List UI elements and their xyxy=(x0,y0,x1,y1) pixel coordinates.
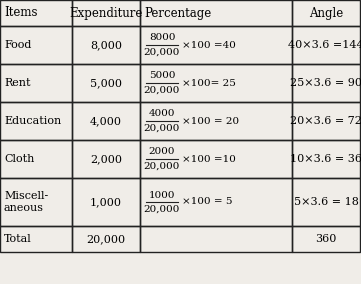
Text: 20,000: 20,000 xyxy=(144,47,180,57)
Bar xyxy=(0,0,72,26)
Text: 20,000: 20,000 xyxy=(144,162,180,170)
Text: ×100 = 5: ×100 = 5 xyxy=(182,197,232,206)
Text: 20,000: 20,000 xyxy=(144,204,180,214)
Bar xyxy=(72,0,140,26)
Text: 1,000: 1,000 xyxy=(90,197,122,207)
Text: 25×3.6 = 90: 25×3.6 = 90 xyxy=(290,78,361,88)
Text: Angle: Angle xyxy=(309,7,343,20)
Text: Expenditure: Expenditure xyxy=(69,7,143,20)
Bar xyxy=(0,178,72,226)
Bar xyxy=(0,102,72,140)
Bar xyxy=(72,26,140,64)
Bar xyxy=(140,140,292,178)
Text: 8000: 8000 xyxy=(149,34,175,43)
Bar xyxy=(0,26,72,64)
Text: Food: Food xyxy=(4,40,31,50)
Text: 20,000: 20,000 xyxy=(86,234,126,244)
Text: 2,000: 2,000 xyxy=(90,154,122,164)
Bar xyxy=(140,64,292,102)
Bar xyxy=(0,140,72,178)
Bar xyxy=(72,140,140,178)
Text: Items: Items xyxy=(4,7,38,20)
Text: 8,000: 8,000 xyxy=(90,40,122,50)
Text: 20×3.6 = 72: 20×3.6 = 72 xyxy=(290,116,361,126)
Bar xyxy=(292,26,360,64)
Text: Miscell-
aneous: Miscell- aneous xyxy=(4,191,48,213)
Text: ×100= 25: ×100= 25 xyxy=(182,78,236,87)
Text: Education: Education xyxy=(4,116,61,126)
Text: ×100 =10: ×100 =10 xyxy=(182,154,236,164)
Text: ×100 = 20: ×100 = 20 xyxy=(182,116,239,126)
Text: 5×3.6 = 18: 5×3.6 = 18 xyxy=(293,197,358,207)
Text: 10×3.6 = 36: 10×3.6 = 36 xyxy=(290,154,361,164)
Bar xyxy=(72,102,140,140)
Text: 20,000: 20,000 xyxy=(144,124,180,133)
Bar xyxy=(292,0,360,26)
Text: 1000: 1000 xyxy=(149,191,175,199)
Bar xyxy=(72,226,140,252)
Bar xyxy=(140,26,292,64)
Bar xyxy=(292,64,360,102)
Bar xyxy=(140,102,292,140)
Text: Rent: Rent xyxy=(4,78,30,88)
Bar xyxy=(72,64,140,102)
Bar xyxy=(140,178,292,226)
Text: Percentage: Percentage xyxy=(144,7,211,20)
Text: 2000: 2000 xyxy=(149,147,175,156)
Bar xyxy=(72,178,140,226)
Text: 5,000: 5,000 xyxy=(90,78,122,88)
Bar xyxy=(292,178,360,226)
Text: 5000: 5000 xyxy=(149,72,175,80)
Bar xyxy=(0,64,72,102)
Text: Cloth: Cloth xyxy=(4,154,34,164)
Text: Total: Total xyxy=(4,234,32,244)
Text: ×100 =40: ×100 =40 xyxy=(182,41,236,49)
Text: 20,000: 20,000 xyxy=(144,85,180,95)
Bar xyxy=(292,226,360,252)
Text: 360: 360 xyxy=(315,234,337,244)
Text: 4000: 4000 xyxy=(149,110,175,118)
Bar xyxy=(140,0,292,26)
Bar xyxy=(292,140,360,178)
Text: 40×3.6 =144: 40×3.6 =144 xyxy=(288,40,361,50)
Bar xyxy=(140,226,292,252)
Bar xyxy=(292,102,360,140)
Text: 4,000: 4,000 xyxy=(90,116,122,126)
Bar xyxy=(0,226,72,252)
